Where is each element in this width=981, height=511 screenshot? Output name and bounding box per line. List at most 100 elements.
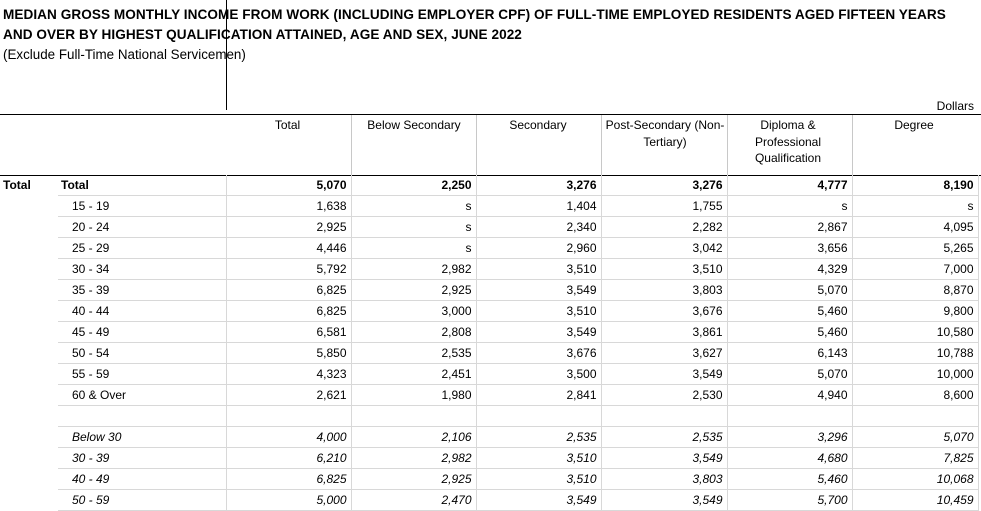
cell-post-secondary: 3,549 (601, 363, 728, 385)
cell-post-secondary: 3,627 (601, 342, 728, 364)
col-header-below-secondary: Below Secondary (367, 118, 461, 132)
cell-diploma: 6,143 (727, 342, 853, 364)
cell-total: 2,621 (226, 384, 352, 406)
cell-total: 1,638 (226, 195, 352, 217)
cell-below-secondary: s (351, 216, 477, 238)
cell-total: 6,825 (226, 468, 352, 490)
cell-secondary (476, 405, 602, 427)
cell-diploma: 5,460 (727, 321, 853, 343)
age-group-cell: Total (58, 175, 227, 196)
sex-cell: Total (3, 178, 31, 193)
cell-diploma: 4,680 (727, 447, 853, 469)
cell-below-secondary: s (351, 195, 477, 217)
age-group-cell: 45 - 49 (58, 321, 227, 343)
table-row: 55 - 59 4,323 2,451 3,500 3,549 5,070 10,000 (0, 363, 979, 385)
cell-post-secondary: 3,861 (601, 321, 728, 343)
cell-degree: 10,788 (852, 342, 979, 364)
table-row: 45 - 49 6,581 2,808 3,549 3,861 5,460 10,580 (0, 321, 979, 343)
sex-cell (0, 301, 58, 322)
cell-diploma: 5,700 (727, 489, 853, 511)
age-group-cell: 20 - 24 (58, 216, 227, 238)
cell-total (226, 405, 352, 427)
cell-below-secondary: 2,982 (351, 258, 477, 280)
table-row: 60 & Over 2,621 1,980 2,841 2,530 4,940 8,600 (0, 384, 979, 406)
cell-below-secondary: 3,000 (351, 300, 477, 322)
cell-diploma: 3,656 (727, 237, 853, 259)
cell-secondary: 3,510 (476, 447, 602, 469)
table-row: Total Total 5,070 2,250 3,276 3,276 4,777 8,190 (0, 175, 979, 196)
cell-secondary: 3,510 (476, 300, 602, 322)
cell-below-secondary: 2,106 (351, 426, 477, 448)
cell-diploma: 5,460 (727, 300, 853, 322)
column-divider-line (226, 0, 227, 110)
cell-total: 5,000 (226, 489, 352, 511)
sex-cell (0, 385, 58, 406)
cell-degree: 7,000 (852, 258, 979, 280)
column-separator (351, 115, 352, 176)
cell-below-secondary: 2,451 (351, 363, 477, 385)
age-group-cell: Below 30 (58, 426, 227, 448)
table-row: 30 - 39 6,210 2,982 3,510 3,549 4,680 7,825 (0, 447, 979, 469)
cell-degree (852, 405, 979, 427)
cell-post-secondary: 3,676 (601, 300, 728, 322)
age-group-cell: 40 - 49 (58, 468, 227, 490)
cell-secondary: 3,510 (476, 468, 602, 490)
income-table: Total Total 5,070 2,250 3,276 3,276 4,777 8,190… (0, 175, 979, 511)
cell-post-secondary: 2,282 (601, 216, 728, 238)
table-row: 50 - 54 5,850 2,535 3,676 3,627 6,143 10,788 (0, 342, 979, 364)
cell-degree: 10,459 (852, 489, 979, 511)
cell-secondary: 3,276 (476, 175, 602, 196)
cell-degree: 8,870 (852, 279, 979, 301)
sex-cell (0, 469, 58, 490)
cell-degree: 8,600 (852, 384, 979, 406)
cell-secondary: 3,549 (476, 279, 602, 301)
cell-below-secondary: 1,980 (351, 384, 477, 406)
col-header-post-secondary: Post-Secondary (Non-Tertiary) (605, 118, 725, 149)
cell-secondary: 2,340 (476, 216, 602, 238)
cell-below-secondary: 2,808 (351, 321, 477, 343)
cell-total: 5,792 (226, 258, 352, 280)
cell-degree: 7,825 (852, 447, 979, 469)
sex-cell (0, 280, 58, 301)
cell-secondary: 2,841 (476, 384, 602, 406)
cell-secondary: 2,535 (476, 426, 602, 448)
cell-diploma: s (727, 195, 853, 217)
cell-secondary: 3,549 (476, 321, 602, 343)
table-row (0, 405, 979, 427)
cell-below-secondary: 2,470 (351, 489, 477, 511)
table-row: 40 - 44 6,825 3,000 3,510 3,676 5,460 9,800 (0, 300, 979, 322)
cell-secondary: 1,404 (476, 195, 602, 217)
cell-below-secondary: 2,925 (351, 279, 477, 301)
col-header-secondary: Secondary (509, 118, 567, 132)
cell-below-secondary: 2,535 (351, 342, 477, 364)
cell-secondary: 3,510 (476, 258, 602, 280)
age-group-cell: 50 - 54 (58, 342, 227, 364)
cell-diploma: 4,940 (727, 384, 853, 406)
cell-total: 6,825 (226, 300, 352, 322)
report-subtitle: (Exclude Full-Time National Servicemen) (3, 47, 246, 62)
cell-degree: 4,095 (852, 216, 979, 238)
cell-total: 4,446 (226, 237, 352, 259)
age-group-cell: 40 - 44 (58, 300, 227, 322)
cell-diploma: 2,867 (727, 216, 853, 238)
column-separator (727, 115, 728, 176)
sex-cell (0, 406, 58, 427)
cell-diploma: 5,070 (727, 279, 853, 301)
cell-post-secondary: 3,549 (601, 447, 728, 469)
units-label: Dollars (936, 99, 974, 113)
table-row: Below 30 4,000 2,106 2,535 2,535 3,296 5,070 (0, 426, 979, 448)
sex-cell (0, 217, 58, 238)
age-group-cell: 55 - 59 (58, 363, 227, 385)
cell-post-secondary: 3,549 (601, 489, 728, 511)
sex-cell (0, 196, 58, 217)
cell-total: 6,210 (226, 447, 352, 469)
table-row: 25 - 29 4,446 s 2,960 3,042 3,656 5,265 (0, 237, 979, 259)
col-header-degree: Degree (894, 118, 934, 132)
cell-diploma: 5,070 (727, 363, 853, 385)
cell-total: 5,070 (226, 175, 352, 196)
age-group-cell: 15 - 19 (58, 195, 227, 217)
cell-total: 4,323 (226, 363, 352, 385)
report-title: MEDIAN GROSS MONTHLY INCOME FROM WORK (I… (3, 7, 946, 42)
cell-total: 6,581 (226, 321, 352, 343)
cell-diploma: 4,329 (727, 258, 853, 280)
